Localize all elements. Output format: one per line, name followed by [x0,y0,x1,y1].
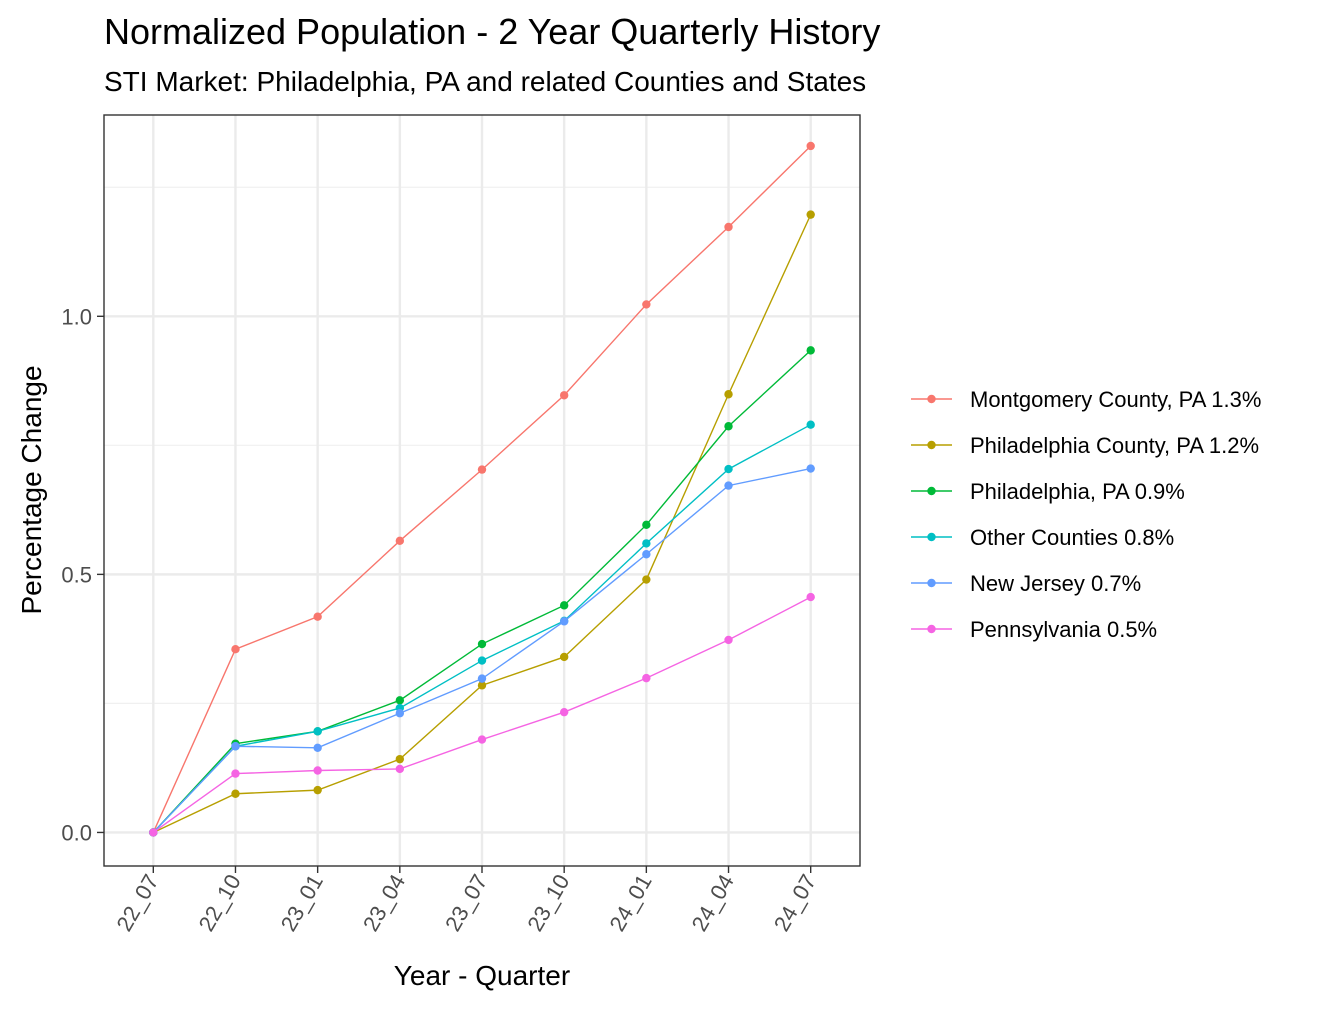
legend: Montgomery County, PA 1.3% Philadelphia C… [911,387,1261,642]
data-point [313,785,322,795]
data-point [642,550,651,559]
data-point [724,222,733,232]
data-point [231,789,240,798]
y-axis-label: Percentage Change [16,365,47,614]
data-point [724,635,733,645]
data-point [477,735,487,744]
legend-key-point [927,394,936,404]
data-point [806,592,815,602]
x-axis-label: Year - Quarter [394,960,570,991]
legend-item: Montgomery County, PA 1.3% [911,387,1261,412]
data-point [806,420,815,429]
data-point [477,674,487,683]
series [149,346,815,837]
data-point [231,769,240,778]
legend-item: Other Counties 0.8% [911,525,1174,550]
data-point [395,764,405,774]
data-point [642,300,651,309]
legend-item: Philadelphia, PA 0.9% [911,479,1185,504]
data-point [724,422,733,431]
series [149,592,815,837]
legend-key-point [927,624,936,634]
data-point [642,520,651,530]
data-point [559,707,569,717]
legend-label: Montgomery County, PA 1.3% [970,387,1261,412]
data-point [559,617,569,626]
y-tick-label: 0.0 [61,820,92,845]
data-point [395,709,405,718]
data-point [724,481,733,490]
data-point [313,743,322,753]
data-point [806,141,815,151]
data-point [642,575,651,584]
data-point [231,742,240,751]
legend-item: New Jersey 0.7% [911,571,1141,596]
data-point [559,652,569,662]
y-tick-label: 1.0 [61,304,92,329]
data-point [477,465,487,474]
data-point [313,766,322,775]
legend-key-point [927,440,936,450]
data-point [642,673,651,683]
data-point [806,464,815,473]
data-point [477,639,487,649]
data-point [477,681,487,690]
data-point [313,612,322,621]
y-tick-label: 0.5 [61,562,92,587]
y-axis: 0.0 0.5 1.0 [61,304,104,845]
legend-key-point [927,532,936,542]
data-point [806,346,815,355]
legend-label: Philadelphia County, PA 1.2% [970,433,1259,458]
data-point [149,828,158,837]
data-point [395,536,405,546]
legend-label: New Jersey 0.7% [970,571,1141,596]
data-point [724,464,733,474]
plot-panel [103,114,861,867]
chart-title: Normalized Population - 2 Year Quarterly… [104,11,880,52]
data-point [313,727,322,736]
data-point [231,645,240,654]
legend-key-point [927,486,936,496]
series-layer [149,141,815,837]
data-point [724,390,733,399]
legend-label: Pennsylvania 0.5% [970,617,1157,642]
data-point [559,601,569,610]
legend-key-point [927,578,936,588]
data-point [395,696,405,705]
legend-label: Philadelphia, PA 0.9% [970,479,1185,504]
data-point [477,656,487,665]
legend-label: Other Counties 0.8% [970,525,1174,550]
data-point [395,754,405,764]
legend-item: Philadelphia County, PA 1.2% [911,433,1259,458]
data-point [642,539,651,548]
chart-subtitle: STI Market: Philadelphia, PA and related… [104,66,866,97]
data-point [806,210,815,219]
data-point [559,391,569,400]
legend-item: Pennsylvania 0.5% [911,617,1157,642]
